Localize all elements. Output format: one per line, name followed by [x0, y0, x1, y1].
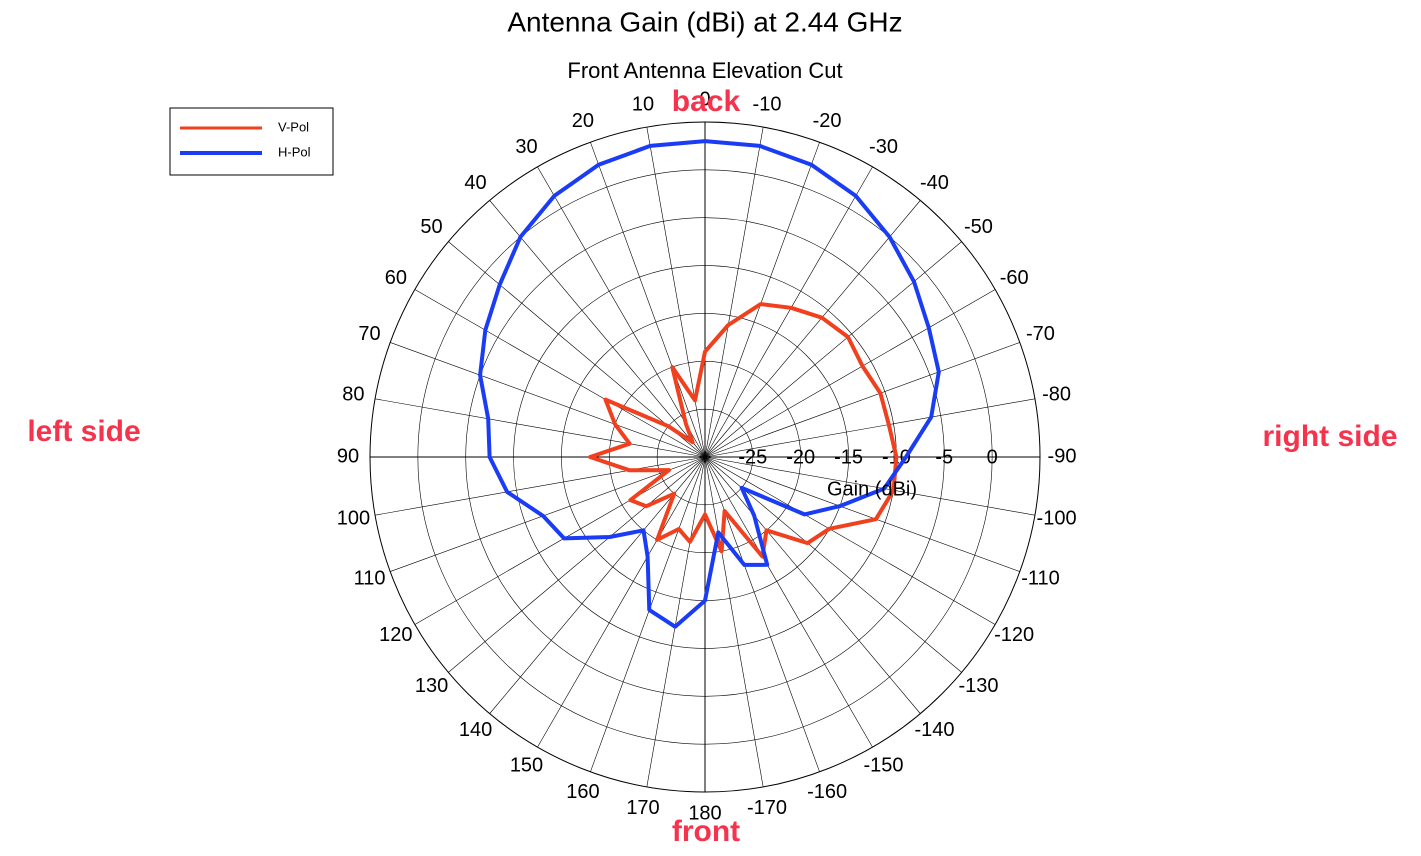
theta-tick-label: 130 — [415, 675, 448, 697]
theta-tick-label: -140 — [914, 719, 954, 741]
theta-tick-label: 0 — [699, 88, 710, 110]
theta-tick-label: -50 — [964, 216, 993, 238]
theta-tick-label: 10 — [632, 94, 654, 116]
theta-tick-label: 90 — [337, 445, 359, 467]
theta-tick-label: -30 — [869, 136, 898, 158]
spoke-line — [390, 456, 706, 572]
theta-tick-label: -160 — [807, 781, 847, 803]
theta-tick-label: -20 — [813, 110, 842, 132]
r-tick-label: -15 — [834, 446, 863, 468]
spoke-line — [704, 289, 996, 458]
annotation: left side — [27, 415, 140, 448]
theta-tick-label: 140 — [459, 719, 492, 741]
spoke-line — [375, 456, 706, 516]
r-tick-label: -5 — [935, 446, 953, 468]
annotation: back — [672, 85, 741, 118]
annotation: right side — [1262, 420, 1397, 453]
theta-tick-label: -120 — [994, 624, 1034, 646]
theta-tick-label: 120 — [379, 624, 412, 646]
series-line — [588, 302, 899, 559]
theta-tick-label: -100 — [1037, 507, 1077, 529]
spoke-line — [646, 127, 706, 458]
theta-tick-label: 100 — [337, 507, 370, 529]
legend: V-Pol H-Pol — [169, 107, 334, 176]
theta-tick-label: -70 — [1026, 323, 1055, 345]
spoke-line — [704, 456, 764, 787]
theta-tick-label: -170 — [747, 797, 787, 819]
theta-tick-label: -80 — [1042, 383, 1071, 405]
theta-tick-label: 80 — [342, 383, 364, 405]
theta-tick-label: 40 — [464, 172, 486, 194]
theta-tick-label: -60 — [1000, 267, 1029, 289]
theta-tick-label: 20 — [572, 110, 594, 132]
theta-tick-label: 50 — [420, 216, 442, 238]
legend-label: H-Pol — [278, 144, 311, 159]
theta-tick-label: -40 — [920, 172, 949, 194]
spoke-line — [414, 289, 706, 458]
spoke-line — [704, 127, 764, 458]
spoke-line — [704, 342, 1020, 458]
spoke-line — [704, 398, 1035, 458]
spoke-line — [489, 200, 706, 458]
spoke-line — [704, 166, 873, 458]
theta-tick-label: -10 — [753, 94, 782, 116]
spoke-line — [704, 456, 873, 748]
theta-tick-label: -150 — [863, 754, 903, 776]
spoke-line — [590, 142, 706, 458]
annotation: front — [672, 815, 740, 848]
theta-tick-label: 180 — [688, 802, 721, 824]
theta-tick-label: 170 — [626, 797, 659, 819]
spoke-line — [704, 456, 820, 772]
spoke-line — [590, 456, 706, 772]
chart-title: Antenna Gain (dBi) at 2.44 GHz — [507, 6, 902, 37]
spoke-line — [704, 456, 1020, 572]
r-tick-label: 0 — [987, 446, 998, 468]
spoke-line — [414, 456, 706, 625]
spoke-line — [704, 456, 921, 714]
theta-tick-label: 160 — [566, 781, 599, 803]
spoke-line — [704, 456, 1035, 516]
r-tick-label: -25 — [738, 446, 767, 468]
series-line — [478, 139, 941, 629]
theta-tick-label: 30 — [515, 136, 537, 158]
spoke-line — [537, 166, 706, 458]
spoke-line — [646, 456, 706, 787]
polar-grid: 0 10 20 30 40 50 60 70 80 90 100 110 120 130 140 150 160… — [337, 88, 1077, 824]
theta-tick-label: 110 — [354, 567, 386, 589]
theta-tick-label: -110 — [1021, 567, 1060, 589]
series-lines — [478, 139, 941, 629]
r-tick-label: -20 — [786, 446, 815, 468]
spoke-line — [537, 456, 706, 748]
legend-label: V-Pol — [278, 119, 309, 134]
theta-tick-label: 150 — [510, 754, 543, 776]
r-axis-label: Gain (dBi) — [827, 478, 917, 500]
spoke-line — [704, 456, 996, 625]
spoke-line — [704, 241, 962, 458]
theta-tick-label: -130 — [958, 675, 998, 697]
legend-box — [169, 107, 334, 176]
chart-subtitle: Front Antenna Elevation Cut — [567, 58, 842, 83]
spoke-line — [448, 456, 706, 673]
spoke-line — [704, 200, 921, 458]
theta-tick-label: 70 — [358, 323, 380, 345]
spoke-line — [375, 398, 706, 458]
spoke-line — [489, 456, 706, 714]
theta-tick-label: 60 — [385, 267, 407, 289]
spoke-line — [704, 456, 962, 673]
spoke-line — [704, 142, 820, 458]
theta-tick-label: -90 — [1048, 445, 1077, 467]
spoke-line — [448, 241, 706, 458]
spoke-line — [390, 342, 706, 458]
